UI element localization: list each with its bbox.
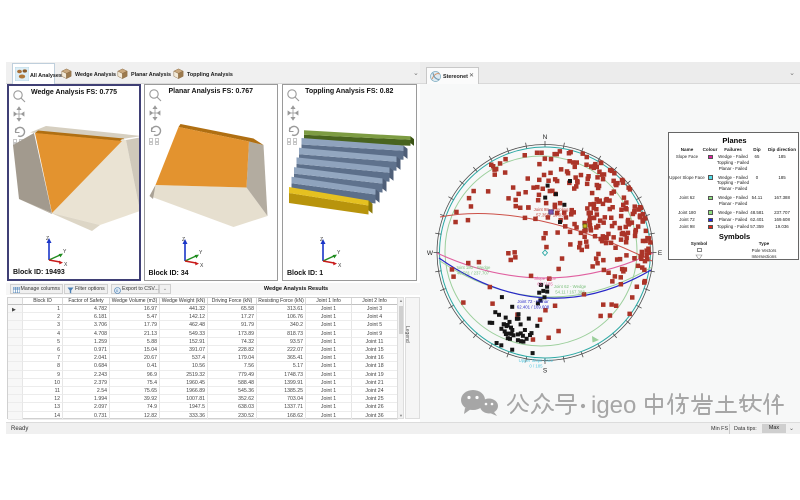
svg-text:x: x — [116, 288, 119, 293]
svg-text:N: N — [543, 134, 548, 141]
svg-text:X: X — [64, 262, 68, 266]
svg-text:Upper Slope Face: Upper Slope Face — [519, 358, 554, 363]
svg-text:S: S — [543, 368, 548, 375]
svg-text:W: W — [427, 250, 434, 257]
svg-text:Y: Y — [199, 250, 203, 256]
svg-text:57.359 / 19.036: 57.359 / 19.036 — [536, 213, 566, 218]
svg-text:Joint 72 - Planar: Joint 72 - Planar — [517, 299, 549, 304]
svg-text:X: X — [200, 263, 204, 267]
svg-text:62.401 / 169.608: 62.401 / 169.608 — [517, 305, 550, 310]
svg-text:65 / 185: 65 / 185 — [537, 282, 553, 287]
svg-text:Joint 62 - Wedge: Joint 62 - Wedge — [554, 284, 587, 289]
svg-text:igeo: igeo — [591, 392, 636, 419]
svg-text:Z: Z — [46, 236, 49, 242]
svg-text:Z: Z — [182, 237, 185, 243]
svg-text:Z: Z — [320, 237, 323, 243]
svg-text:E: E — [658, 250, 663, 257]
svg-text:Joint 98 - Toppling: Joint 98 - Toppling — [534, 207, 569, 212]
svg-text:54.11 / 167.388: 54.11 / 167.388 — [555, 290, 585, 295]
svg-text:0 / 185: 0 / 185 — [529, 364, 543, 369]
svg-text:Slope Face: Slope Face — [534, 276, 556, 281]
svg-text:X: X — [338, 263, 342, 267]
svg-text:Y: Y — [63, 249, 67, 255]
svg-text:48.581 / 237.707: 48.581 / 237.707 — [457, 271, 490, 276]
svg-text:Joint 180 - Wedge: Joint 180 - Wedge — [456, 265, 491, 270]
svg-text:Y: Y — [337, 250, 341, 256]
